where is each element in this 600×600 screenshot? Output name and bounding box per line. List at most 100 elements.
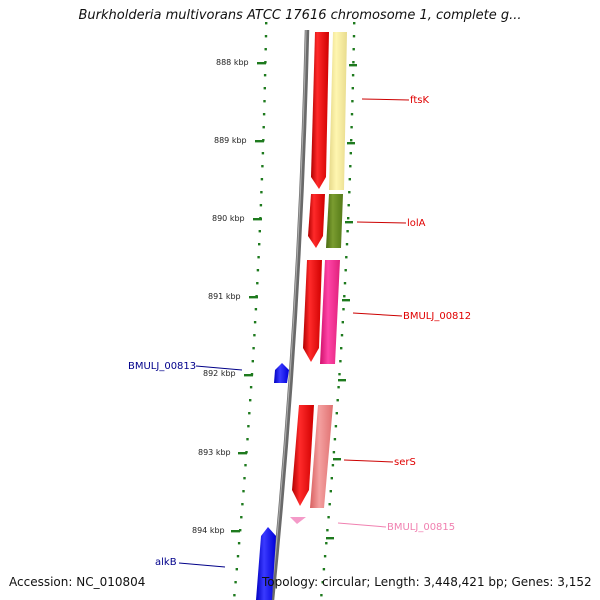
left-tick-dot <box>248 412 251 415</box>
right-tick-g <box>326 537 334 540</box>
scale-label-890: 890 kbp <box>212 214 245 223</box>
right-tick-dot <box>339 360 342 363</box>
major-tick-892 <box>244 374 253 377</box>
right-tick-dot <box>337 386 340 389</box>
gene-serS[interactable] <box>310 405 333 508</box>
right-tick-dot <box>352 61 355 64</box>
left-tick-dot <box>262 126 265 129</box>
gene-track <box>290 32 347 524</box>
right-tick-dot <box>349 165 352 168</box>
gene-BMULJ-00812[interactable] <box>320 260 340 364</box>
left-tick-dot <box>243 477 246 480</box>
right-tick-b <box>347 142 355 145</box>
left-tick-dot <box>242 490 245 493</box>
left-tick-dot <box>254 308 258 311</box>
left-tick-dot <box>241 503 244 506</box>
left-tick-dot <box>256 269 260 272</box>
left-tick-dot <box>257 256 260 259</box>
leader-BMULJ-00815 <box>337 522 387 528</box>
right-tick-dot <box>350 126 353 129</box>
left-tick-dot <box>258 243 261 246</box>
right-tick-dot <box>336 399 339 402</box>
right-tick-dot <box>330 477 333 480</box>
gene-label-ftsK[interactable]: ftsK <box>410 95 429 106</box>
cds-ftsK[interactable] <box>311 32 329 189</box>
leader-alkB <box>178 562 226 568</box>
gene-alkB[interactable] <box>256 527 276 600</box>
left-tick-dot <box>246 438 249 441</box>
scale-label-892: 892 kbp <box>203 369 236 378</box>
left-tick-dot <box>265 22 268 25</box>
right-tick-dot <box>320 594 323 597</box>
left-tick-dot <box>264 48 267 51</box>
right-tick-dot <box>347 204 350 207</box>
left-tick-dot <box>234 581 237 584</box>
right-tick-dot <box>338 373 341 376</box>
right-tick-c <box>345 221 353 224</box>
right-tick-dot <box>322 568 326 571</box>
leader-BMULJ-00813 <box>195 365 243 371</box>
right-tick-dot <box>345 256 348 259</box>
left-tick-track <box>233 22 268 597</box>
left-tick-dot <box>260 191 263 194</box>
gene-BMULJ-00813[interactable] <box>274 363 289 383</box>
right-tick-dot <box>351 87 354 90</box>
cds-lolA[interactable] <box>308 194 325 248</box>
right-tick-dot <box>349 152 352 155</box>
accession-text: Accession: NC_010804 <box>9 575 146 589</box>
cds-BMULJ-00812[interactable] <box>303 260 322 362</box>
right-tick-dot <box>341 321 344 324</box>
right-tick-dot <box>334 425 338 428</box>
leader-serS <box>343 459 394 463</box>
right-tick-dot <box>327 516 330 519</box>
gene-label-lolA[interactable]: lolA <box>407 218 426 229</box>
left-tick-dot <box>237 542 241 545</box>
leader-BMULJ-00812 <box>352 312 403 317</box>
gene-BMULJ-00815[interactable] <box>290 517 306 524</box>
right-tick-dot <box>333 438 337 441</box>
leader-ftsK <box>361 98 410 101</box>
scale-label-894: 894 kbp <box>192 526 225 535</box>
gene-label-BMULJ-00815[interactable]: BMULJ_00815 <box>387 522 455 533</box>
cds-track <box>292 32 329 506</box>
right-tick-a <box>349 64 357 67</box>
left-tick-dot <box>263 74 267 77</box>
gene-label-BMULJ-00812[interactable]: BMULJ_00812 <box>403 311 471 322</box>
scale-label-893: 893 kbp <box>198 448 231 457</box>
right-tick-dot <box>348 191 351 194</box>
right-tick-e <box>338 379 346 382</box>
right-tick-dot <box>343 282 347 285</box>
left-tick-dot <box>261 152 265 155</box>
major-ticks-right <box>326 64 357 540</box>
cds-serS[interactable] <box>292 405 314 506</box>
right-tick-dot <box>347 217 350 220</box>
left-tick-dot <box>252 347 255 350</box>
right-tick-dot <box>332 451 336 454</box>
right-tick-track <box>320 22 356 597</box>
left-tick-dot <box>249 386 253 389</box>
gene-label-BMULJ-00813[interactable]: BMULJ_00813 <box>128 361 196 372</box>
left-tick-dot <box>263 87 266 90</box>
gene-label-alkB[interactable]: alkB <box>155 557 177 568</box>
right-tick-dot <box>346 230 349 233</box>
right-tick-f <box>333 458 341 461</box>
left-tick-dot <box>260 178 264 181</box>
gene-label-serS[interactable]: serS <box>394 457 416 468</box>
topology-text: Topology: circular; Length: 3,448,421 bp… <box>262 575 592 589</box>
right-tick-dot <box>321 581 324 584</box>
right-tick-dot <box>351 100 354 103</box>
right-tick-dot <box>345 243 349 246</box>
left-tick-dot <box>261 165 264 168</box>
right-tick-dot <box>328 503 331 506</box>
right-tick-d <box>342 299 350 302</box>
gene-lolA[interactable] <box>326 194 343 248</box>
left-tick-dot <box>263 100 266 103</box>
major-tick-891 <box>249 296 258 299</box>
right-tick-dot <box>350 113 354 116</box>
gene-ftsK[interactable] <box>329 32 347 190</box>
right-tick-dot <box>325 542 328 545</box>
left-tick-dot <box>251 360 254 363</box>
left-tick-dot <box>240 516 243 519</box>
right-tick-dot <box>353 22 356 25</box>
